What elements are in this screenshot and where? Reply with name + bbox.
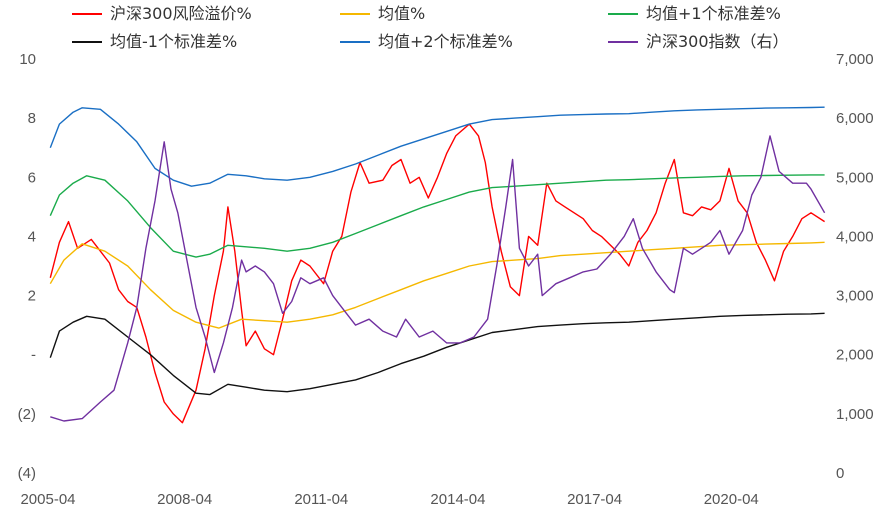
- left-y-tick-label: 8: [28, 110, 36, 127]
- right-y-tick-label: 2,000: [836, 347, 874, 364]
- legend-label: 均值-1个标准差%: [110, 32, 237, 51]
- right-y-tick-label: 3,000: [836, 288, 874, 305]
- right-y-axis: 7,000 6,000 5,000 4,000 3,000 2,000 1,000 0: [836, 51, 874, 482]
- left-y-tick-label: 10: [19, 51, 36, 68]
- right-y-tick-label: 0: [836, 465, 844, 482]
- series-line: [49, 123, 825, 424]
- x-tick-label: 2008-04: [157, 491, 212, 508]
- legend-label: 沪深300风险溢价%: [110, 4, 252, 23]
- series-line: [49, 241, 825, 329]
- legend-label: 沪深300指数（右）: [646, 32, 789, 51]
- right-y-tick-label: 7,000: [836, 51, 874, 68]
- series-line: [49, 106, 825, 187]
- left-y-tick-label: -: [31, 347, 36, 364]
- right-y-tick-label: 5,000: [836, 169, 874, 186]
- x-tick-label: 2017-04: [567, 491, 622, 508]
- left-y-tick-label: (4): [18, 465, 36, 482]
- left-y-axis: 10 8 6 4 2 - (2) (4): [18, 51, 36, 482]
- legend: 沪深300风险溢价% 均值% 均值+1个标准差% 均值-1个标准差% 均值+2个标准差%…: [72, 4, 789, 51]
- series-line: [49, 312, 825, 396]
- x-tick-label: 2005-04: [20, 491, 75, 508]
- left-y-tick-label: 6: [28, 169, 36, 186]
- right-y-tick-label: 1,000: [836, 406, 874, 423]
- series-line: [50, 135, 826, 422]
- plot-area: [49, 106, 826, 424]
- x-tick-label: 2014-04: [430, 491, 485, 508]
- x-tick-label: 2011-04: [294, 491, 348, 508]
- series-line: [49, 174, 825, 258]
- right-y-tick-label: 4,000: [836, 228, 874, 245]
- left-y-tick-label: 4: [28, 228, 36, 245]
- x-tick-label: 2020-04: [704, 491, 759, 508]
- legend-label: 均值+2个标准差%: [378, 32, 513, 51]
- left-y-tick-label: 2: [28, 288, 36, 305]
- x-axis: 2005-04 2008-04 2011-04 2014-04 2017-04 2020-…: [20, 491, 758, 508]
- right-y-tick-label: 6,000: [836, 110, 874, 127]
- legend-label: 均值+1个标准差%: [646, 4, 781, 23]
- left-y-tick-label: (2): [18, 406, 36, 423]
- legend-label: 均值%: [378, 4, 425, 23]
